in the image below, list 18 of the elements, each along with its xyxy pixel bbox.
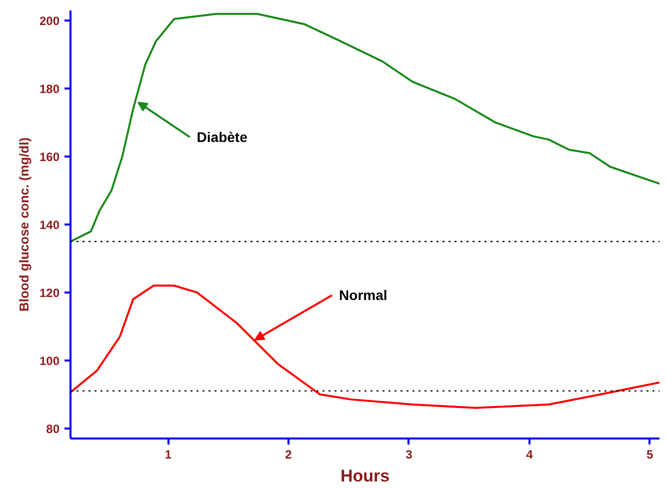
y-tick-label: 80: [46, 422, 60, 436]
x-tick-label: 3: [406, 448, 413, 462]
y-tick-label: 180: [39, 82, 60, 96]
x-tick-label: 5: [646, 448, 654, 462]
y-tick-label: 100: [39, 354, 60, 368]
annotation: Normal: [339, 287, 388, 304]
y-tick-label: 140: [39, 218, 60, 232]
line-series: [70, 284, 660, 409]
x-tick-label: 2: [285, 448, 292, 462]
y-tick-label: 200: [39, 14, 60, 28]
x-axis-title: Hours: [340, 466, 390, 486]
x-tick-label: 1: [164, 448, 172, 462]
x-tick-label: 4: [526, 448, 534, 462]
y-axis-title: Blood glucose conc. (mg/dl): [16, 137, 32, 312]
y-tick-label: 160: [39, 150, 60, 164]
line-series: [70, 12, 660, 242]
y-tick-label: 120: [39, 286, 60, 300]
annotation: Diabète: [196, 129, 248, 146]
